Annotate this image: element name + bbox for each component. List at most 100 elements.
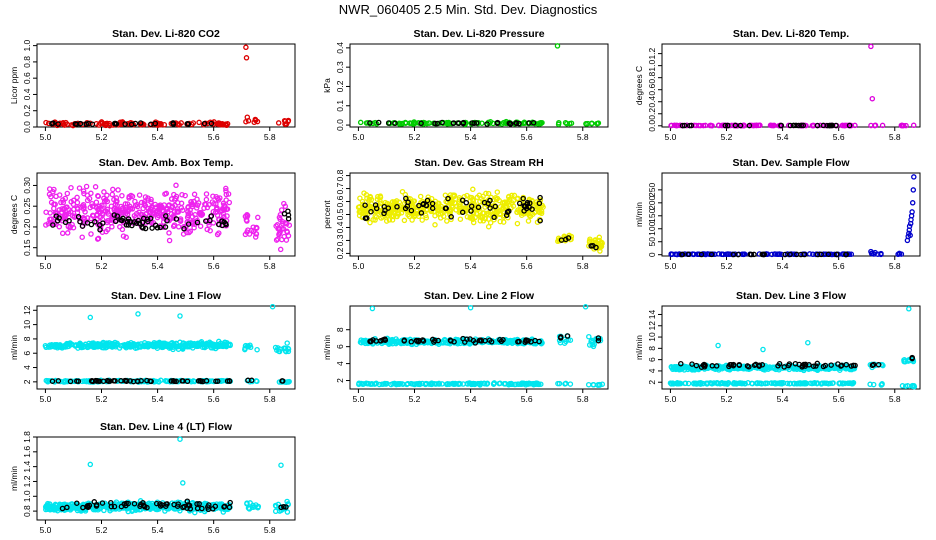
y-tick-label: 2 xyxy=(22,379,32,384)
data-point xyxy=(45,344,52,350)
data-point xyxy=(516,200,523,207)
data-point xyxy=(500,219,507,225)
y-axis-label: ml/min xyxy=(634,202,644,227)
data-point xyxy=(846,122,853,129)
y-axis-label: ml/min xyxy=(322,335,332,360)
data-point xyxy=(203,196,210,203)
data-point xyxy=(155,378,162,385)
data-point xyxy=(55,121,61,127)
data-point xyxy=(500,337,506,343)
data-point xyxy=(177,218,184,224)
data-point xyxy=(95,378,102,384)
data-point xyxy=(199,211,206,218)
data-point xyxy=(595,120,602,126)
data-point xyxy=(879,381,885,388)
series-all xyxy=(355,186,605,254)
data-point xyxy=(448,216,454,223)
data-point xyxy=(810,122,816,129)
x-tick-label: 5.8 xyxy=(889,394,901,404)
y-axis-label: ml/min xyxy=(9,466,19,491)
data-point xyxy=(95,235,102,242)
data-point xyxy=(70,504,77,511)
data-point xyxy=(484,210,491,217)
data-point xyxy=(898,122,905,129)
data-point xyxy=(588,120,595,127)
y-tick-label: 0.5 xyxy=(335,208,345,220)
data-point xyxy=(423,207,430,213)
data-point xyxy=(359,198,366,205)
data-point xyxy=(162,224,169,230)
data-point xyxy=(87,461,94,468)
plot-frame xyxy=(36,436,296,521)
data-point xyxy=(50,503,56,509)
series-highlighted xyxy=(49,120,215,128)
x-tick-label: 5.0 xyxy=(39,525,51,535)
data-point xyxy=(214,231,221,238)
data-point xyxy=(703,380,710,387)
data-point xyxy=(64,190,71,197)
data-point xyxy=(451,339,457,345)
data-point xyxy=(56,192,63,198)
data-point xyxy=(392,120,398,127)
data-point xyxy=(453,207,459,213)
data-point xyxy=(275,120,282,126)
data-point xyxy=(671,364,677,370)
data-point xyxy=(86,343,93,349)
plot-frame xyxy=(36,43,296,128)
data-point xyxy=(408,207,415,214)
data-point xyxy=(88,221,95,228)
data-point xyxy=(674,122,681,129)
chart-title: Stan. Dev. Sample Flow xyxy=(732,157,850,169)
data-point xyxy=(488,339,495,345)
data-point xyxy=(109,191,116,198)
data-point xyxy=(144,504,150,511)
data-point xyxy=(285,215,292,222)
data-point xyxy=(193,205,200,211)
data-point xyxy=(459,209,466,216)
data-point xyxy=(402,119,409,126)
data-point xyxy=(424,197,431,204)
data-point xyxy=(211,341,218,348)
data-points xyxy=(355,186,605,254)
data-point xyxy=(709,122,715,129)
data-point xyxy=(475,380,481,387)
data-point xyxy=(464,214,471,220)
data-point xyxy=(362,215,369,221)
data-point xyxy=(173,216,180,222)
x-tick-label: 5.4 xyxy=(152,261,164,271)
data-point xyxy=(556,237,562,243)
data-point xyxy=(88,231,94,237)
data-point xyxy=(63,217,69,223)
data-point xyxy=(368,208,374,215)
data-point xyxy=(244,114,251,120)
data-point xyxy=(899,383,906,389)
data-point xyxy=(373,208,379,215)
data-point xyxy=(471,120,477,127)
data-point xyxy=(201,205,207,211)
data-point xyxy=(828,362,834,368)
y-tick-label: 0.6 xyxy=(335,195,345,207)
x-tick-label: 5.6 xyxy=(833,394,845,404)
data-point xyxy=(399,188,406,195)
data-point xyxy=(74,378,80,384)
data-point xyxy=(693,380,699,387)
chart-panel: Stan. Dev. Line 2 Flow 5.0 5.2 5.4 5.6 5.8 2 4 6… xyxy=(322,290,609,404)
data-point xyxy=(50,120,56,126)
data-point xyxy=(852,362,858,369)
data-point xyxy=(565,235,572,241)
data-point xyxy=(166,237,173,244)
x-tick-label: 5.6 xyxy=(208,525,220,535)
data-point xyxy=(793,380,800,387)
data-point xyxy=(47,210,53,216)
y-tick-label: 0.6 xyxy=(647,84,657,96)
data-point xyxy=(180,480,186,486)
data-point xyxy=(455,120,462,126)
data-point xyxy=(491,216,497,223)
data-point xyxy=(179,191,185,198)
series-highlighted xyxy=(678,354,915,370)
data-point xyxy=(128,341,134,348)
data-point xyxy=(716,367,722,373)
data-point xyxy=(226,378,233,384)
data-point xyxy=(57,342,63,348)
data-point xyxy=(156,205,163,211)
